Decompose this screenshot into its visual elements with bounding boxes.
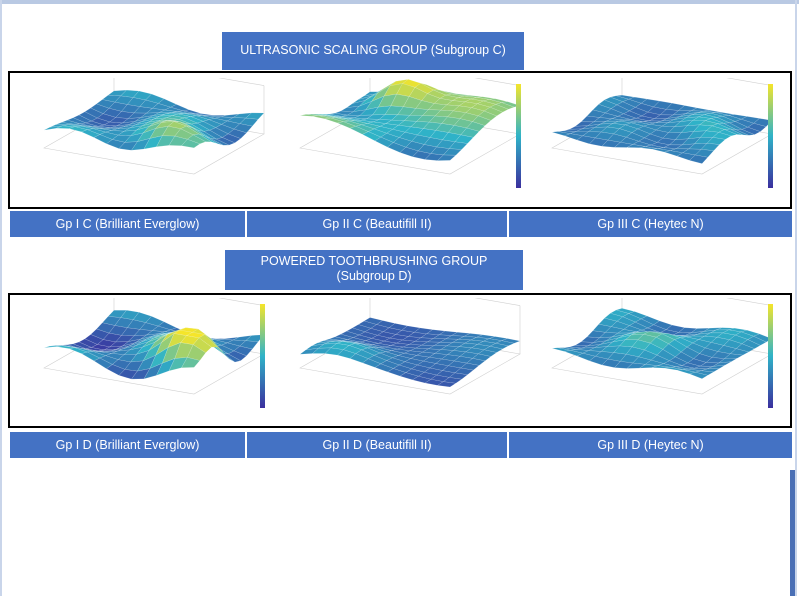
plot-gp-i-d [24, 298, 280, 424]
right-rule [795, 0, 797, 596]
surface-patch [186, 134, 207, 145]
subgroup-d-label-row: Gp I D (Brilliant Everglow) Gp II D (Bea… [10, 432, 792, 458]
plot-gp-i-c [24, 78, 280, 204]
plot-axes-box [43, 78, 265, 175]
surface-patch [712, 132, 732, 140]
surface-patch [460, 127, 480, 138]
plot-gp-ii-c [280, 78, 536, 204]
colorbar [516, 84, 521, 188]
surface-patch [216, 347, 235, 363]
surface-patch [245, 112, 265, 120]
surface-patch [181, 139, 201, 149]
subgroup-d-banner: POWERED TOOTHBRUSHING GROUP (Subgroup D) [225, 250, 523, 290]
top-rule [0, 0, 799, 4]
label-gp-ii-d: Gp II D (Beautifill II) [247, 432, 507, 458]
colorbar [260, 304, 265, 408]
colorbar [768, 84, 773, 188]
surface-patch [436, 381, 457, 388]
label-gp-iii-c: Gp III C (Heytec N) [509, 211, 792, 237]
plot-axes-box [299, 298, 521, 395]
label-gp-iii-d: Gp III D (Heytec N) [509, 432, 792, 458]
left-rule [0, 0, 2, 596]
surface-patch [436, 154, 457, 161]
surface-patch [466, 358, 486, 366]
subgroup-c-label-row: Gp I C (Brilliant Everglow) Gp II C (Bea… [10, 211, 792, 237]
colorbar [768, 304, 773, 408]
surface-patch [712, 361, 732, 367]
label-gp-ii-c: Gp II C (Beautifill II) [247, 211, 507, 237]
surface-patch [717, 358, 738, 364]
plot-gp-ii-d [280, 298, 536, 424]
surface-patch [489, 342, 509, 350]
surface-patch [689, 154, 709, 164]
subgroup-d-banner-line-1: POWERED TOOTHBRUSHING GROUP [260, 254, 488, 268]
subgroup-c-banner: ULTRASONIC SCALING GROUP (Subgroup C) [222, 32, 524, 70]
right-edge-marker [790, 470, 795, 596]
subgroup-d-banner-line-2: (Subgroup D) [336, 269, 412, 283]
subgroup-c-banner-line: ULTRASONIC SCALING GROUP (Subgroup C) [240, 43, 506, 57]
label-gp-i-c: Gp I C (Brilliant Everglow) [10, 211, 245, 237]
surface-patch [448, 141, 468, 150]
surface-patch [477, 349, 498, 357]
plot-gp-iii-d [532, 298, 788, 424]
plot-gp-iii-c [532, 78, 788, 204]
surface-patch [723, 353, 744, 359]
label-gp-i-d: Gp I D (Brilliant Everglow) [10, 432, 245, 458]
surface-patch [688, 372, 709, 379]
surface-patch [181, 357, 201, 368]
